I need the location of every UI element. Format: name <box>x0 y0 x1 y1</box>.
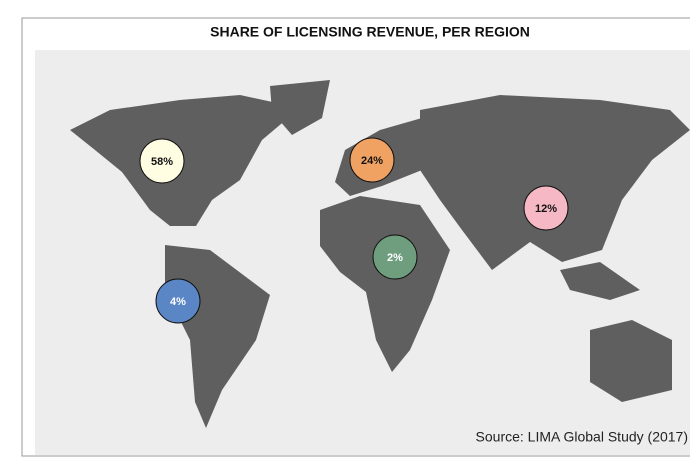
source-note: Source: LIMA Global Study (2017) <box>476 429 688 445</box>
bubble-label: 24% <box>361 155 383 167</box>
bubble-label: 58% <box>151 156 173 168</box>
region-bubble <box>349 137 395 183</box>
chart-title: SHARE OF LICENSING REVENUE, PER REGION <box>210 24 530 40</box>
bubble-label: 4% <box>170 296 186 308</box>
bubble-label: 2% <box>387 252 403 264</box>
region-bubble <box>523 185 569 231</box>
region-bubble <box>139 138 185 184</box>
region-bubble <box>372 234 418 280</box>
region-bubble <box>155 278 201 324</box>
bubble-label: 12% <box>535 203 557 215</box>
